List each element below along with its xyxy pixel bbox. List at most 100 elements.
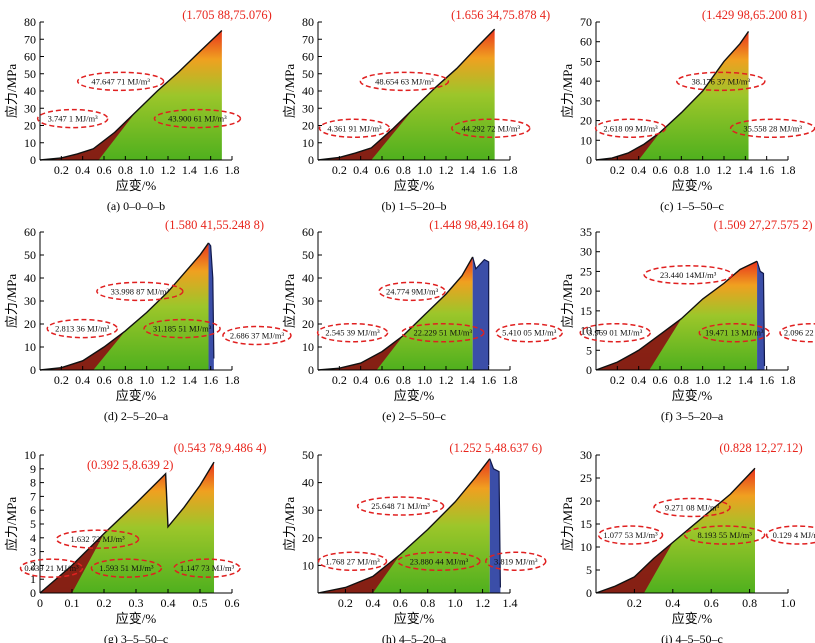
annotation-label: 4.361 91 MJ/m³ [327,123,382,133]
y-tick-label: 40 [302,84,314,98]
y-tick-label: 30 [302,294,314,308]
annotation-ellipse [495,322,563,343]
peak-label: (1.429 98,65.200 81) [702,8,807,22]
dissipated-area [318,554,401,593]
y-tick-label: 2 [30,558,36,572]
chart-panel-6: 0 5 10 15 20 25 30 35 0.2 0.4 0.6 0.8 1.0 1.2 1.4 1.6 1.… [560,218,815,423]
energy-area [40,242,209,370]
y-tick-label: 20 [302,317,314,331]
x-tick-label: 1.4 [182,373,197,387]
x-tick-label: 0.2 [332,163,347,177]
y-tick-label: 0 [30,363,36,377]
annotation-ellipse [653,497,731,518]
panel-caption: (i) 4–5–50–c [661,632,723,643]
x-tick-label: 1.6 [203,373,218,387]
energy-area [596,468,755,593]
annotation-ellipse [643,265,733,285]
x-tick-label: 1.8 [503,163,518,177]
y-tick-label: 25 [580,471,592,485]
peak-label-2: (0.392 5,8.639 2) [87,458,173,472]
annotation-label: 2.686 37 MJ/m³ [230,331,285,341]
annotation-label: 33.998 87 MJ/m³ [111,286,170,296]
chart-panel-1: 0 10 20 30 40 50 60 70 80 0.2 0.4 0.6 0.8 1.0 1.2 1.4 1.… [4,8,272,213]
annotation-ellipse [698,322,770,343]
y-tick-label: 15 [580,517,592,531]
y-tick-label: 0 [586,363,592,377]
annotation-ellipse [579,322,651,343]
x-tick-label: 1.8 [225,373,240,387]
x-tick-label: 0.8 [396,163,411,177]
x-tick-label: 0.6 [704,596,719,610]
annotation-ellipse [765,525,815,545]
y-tick-label: 40 [302,271,314,285]
x-axis-label: 应变/% [116,388,157,403]
x-tick-label: 1.4 [503,596,518,610]
x-tick-label: 0.6 [653,163,668,177]
y-tick-label: 9 [30,462,36,476]
y-tick-label: 5 [586,343,592,357]
y-tick-label: 50 [302,448,314,462]
energy-area [596,31,749,160]
x-tick-label: 0.2 [627,596,642,610]
x-tick-label: 0.8 [420,596,435,610]
panel-caption: (e) 2–5–50–c [382,409,446,423]
energy-area [318,256,473,370]
peak-label: (0.543 78,9.486 4) [174,441,267,455]
y-tick-label: 10 [24,136,36,150]
annotation-ellipse [55,529,140,549]
x-tick-label: 1.2 [475,596,490,610]
y-tick-label: 80 [302,15,314,29]
y-tick-label: 4 [30,531,36,545]
annotation-label: 48.654 63 MJ/m³ [375,76,434,86]
peak-label: (1.656 34,75.878 4) [451,8,550,22]
y-tick-label: 60 [24,225,36,239]
y-tick-label: 30 [24,294,36,308]
y-axis-label: 应力/MPa [282,64,297,118]
y-tick-label: 20 [24,119,36,133]
y-tick-label: 10 [302,136,314,150]
x-tick-label: 0.6 [97,163,112,177]
x-tick-label: 0.8 [742,596,757,610]
annotation-ellipse [451,118,531,139]
y-tick-label: 0 [586,153,592,167]
annotation-ellipse [485,551,547,572]
annotation-ellipse [401,322,485,343]
y-tick-label: 40 [302,476,314,490]
panel-caption: (c) 1–5–50–c [660,199,724,213]
dissipated-area [40,111,136,160]
annotation-ellipse [153,108,242,129]
y-tick-label: 50 [302,67,314,81]
annotation-label: 47.647 71 MJ/m³ [91,76,150,86]
x-axis-label: 应变/% [394,611,435,626]
y-axis-label: 应力/MPa [4,274,19,328]
energy-area [318,458,490,593]
x-tick-label: 0.6 [375,163,390,177]
x-axis-label: 应变/% [394,178,435,193]
y-tick-label: 10 [580,540,592,554]
y-tick-label: 50 [24,248,36,262]
x-tick-label: 0 [37,596,43,610]
annotation-label: 0.039 21 MJ/m³ [24,563,79,573]
panel-caption: (f) 3–5–20–a [661,409,724,423]
annotation-label: 1.632 72 MJ/m³ [70,534,125,544]
y-tick-label: 5 [30,517,36,531]
x-tick-label: 0.8 [118,163,133,177]
y-tick-label: 10 [302,558,314,572]
post-peak-curve [472,256,490,366]
x-tick-label: 1.2 [161,163,176,177]
x-axis-label: 应变/% [394,388,435,403]
x-tick-label: 1.4 [738,373,753,387]
x-axis-label: 应变/% [116,611,157,626]
x-axis-label: 应变/% [672,388,713,403]
annotation-ellipse [683,525,766,545]
annotation-label: 8.193 55 MJ/m³ [698,530,753,540]
x-tick-label: 0.2 [332,373,347,387]
x-tick-label: 1.2 [717,373,732,387]
annotation-label: 2.096 22 MJ/m³ [784,328,815,338]
chart-panel-9: 0 5 10 15 20 25 30 0.2 0.4 0.6 0.8 1.0 应变/% 应力/MPa (i)… [560,441,815,643]
y-axis-label: 应力/MPa [560,497,575,551]
annotation-label: 2.618 09 MJ/m³ [603,123,658,133]
chart-panel-5: 0 10 20 30 40 50 60 0.2 0.4 0.6 0.8 1.0 1.2 1.4 1.6 1.8… [282,218,563,423]
annotation-label: 0.129 4 MJ/m³ [773,530,815,540]
